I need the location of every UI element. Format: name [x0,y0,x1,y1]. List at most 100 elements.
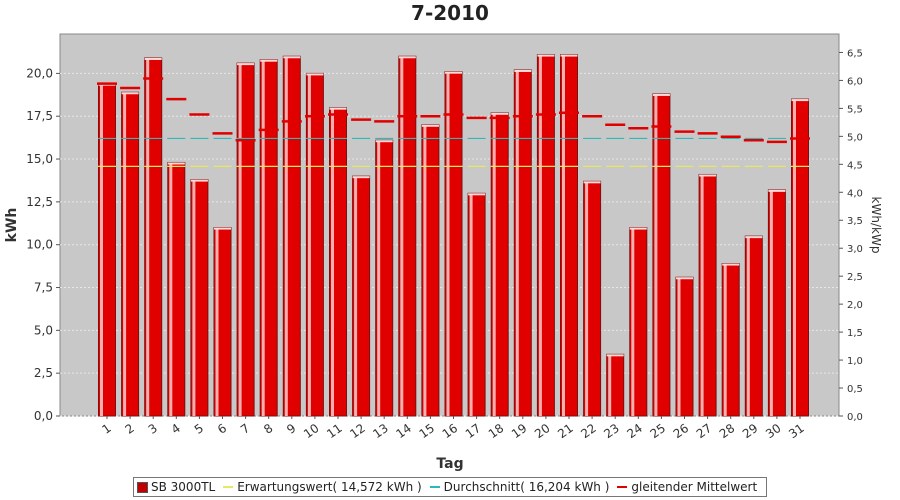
chart-title: 7-2010 [411,1,489,25]
legend-label-expected: Erwartungswert( 14,572 kWh ) [237,480,422,494]
bar-highlight [562,55,565,416]
bar-top [352,176,370,179]
y-tick-label: 2,5 [34,366,53,380]
bar-highlight [284,57,288,417]
bar-top [676,277,693,280]
y-axis-label: kWh [4,208,20,243]
y-right-tick-label: 3,0 [847,244,863,255]
y-right-tick-label: 6,5 [847,48,863,59]
bar-highlight [700,175,704,416]
x-tick-label: 25 [648,421,669,441]
bar-highlight [377,141,381,416]
bar-top [121,92,139,95]
bar-top [306,73,324,76]
legend-item-expected: Erwartungswert( 14,572 kWh ) [223,480,422,494]
legend-label-bars: SB 3000TL [151,480,216,494]
x-tick-label: 20 [532,421,553,441]
bar-top [491,112,509,115]
bar-top [560,54,578,57]
bar-highlight [261,60,265,416]
x-tick-label: 29 [740,421,761,441]
bar-top [283,56,301,59]
legend-label-average: Durchschnitt( 16,204 kWh ) [443,480,610,494]
bar-highlight [192,180,196,416]
bar-top [722,263,740,266]
x-axis: 1 2 3 4 5 6 7 8 9 10 11 12 13 14 15 16 17 18 19 20 21 22 23 24 2… [99,416,807,441]
x-tick-label: 2 [123,421,137,437]
legend: SB 3000TL Erwartungswert( 14,572 kWh ) D… [133,477,767,497]
legend-item-average: Durchschnitt( 16,204 kWh ) [429,480,610,494]
x-tick-label: 1 [99,421,113,437]
bar-top [375,140,393,143]
y-right-tick-label: 2,5 [847,272,863,283]
bar-top [329,107,347,110]
bar-highlight [100,84,103,417]
y-axis-left: 0,0 2,5 5,0 7,5 10,0 12,5 15,0 17,5 20,0 [26,66,60,423]
bar-highlight [400,57,404,417]
y-right-tick-label: 3,5 [847,216,863,227]
bar-top [652,93,670,96]
bar-top [468,193,486,196]
legend-item-moving-average: gleitender Mittelwert [617,480,757,494]
legend-swatch-average [429,486,440,488]
y-axis-right-label: kWh/kWp [869,197,883,254]
y-right-tick-label: 4,5 [847,160,863,171]
y-tick-label: 7,5 [34,281,53,295]
bar-top [260,59,278,62]
y-right-tick-label: 2,0 [847,300,863,311]
bar-highlight [146,58,150,417]
x-tick-label: 22 [578,421,599,441]
y-right-tick-label: 5,5 [847,104,863,115]
bar-top [237,63,255,66]
x-tick-label: 5 [192,421,206,437]
y-right-tick-label: 6,0 [847,76,863,87]
y-tick-label: 15,0 [26,152,53,166]
x-tick-label: 7 [238,421,252,437]
legend-item-bars: SB 3000TL [137,480,215,494]
y-right-tick-label: 5,0 [847,132,863,143]
x-tick-label: 9 [284,421,298,437]
bar-top [537,54,555,57]
bar-highlight [654,94,658,417]
bar-highlight [538,55,542,416]
x-tick-label: 23 [601,421,622,441]
y-tick-label: 20,0 [26,66,53,80]
bar-highlight [354,177,358,416]
bar-highlight [423,125,427,416]
bar-highlight [608,355,612,416]
bar-highlight [585,182,589,416]
bar-top [445,71,462,74]
x-tick-label: 19 [509,421,530,441]
y-right-tick-label: 1,5 [847,328,863,339]
bar-top [190,179,208,182]
x-tick-label: 21 [555,421,576,441]
y-right-tick-label: 0,5 [847,384,863,395]
bar-highlight [446,72,450,416]
bar-highlight [631,228,635,416]
legend-swatch-expected [223,486,234,488]
bar-highlight [492,113,496,416]
bar-highlight [307,74,311,416]
y-tick-label: 0,0 [34,409,53,423]
bar-highlight [723,264,727,416]
y-right-tick-label: 1,0 [847,356,863,367]
x-tick-label: 6 [215,421,229,437]
bar-top [606,354,624,357]
x-tick-label: 8 [261,421,275,437]
bar-top [144,57,162,60]
x-tick-label: 4 [169,421,183,437]
bar-top [214,227,231,230]
x-tick-label: 26 [671,421,692,441]
y-tick-label: 10,0 [26,238,53,252]
bar-top [791,99,809,102]
x-tick-label: 11 [324,421,345,441]
x-tick-label: 28 [717,421,738,441]
bar-top [421,124,439,127]
bar-highlight [238,64,242,416]
x-axis-label: Tag [436,456,463,472]
bar-highlight [677,278,681,416]
x-tick-label: 16 [440,421,461,441]
bar-top [768,189,786,192]
bar-highlight [746,237,750,416]
bar-top [583,181,601,184]
